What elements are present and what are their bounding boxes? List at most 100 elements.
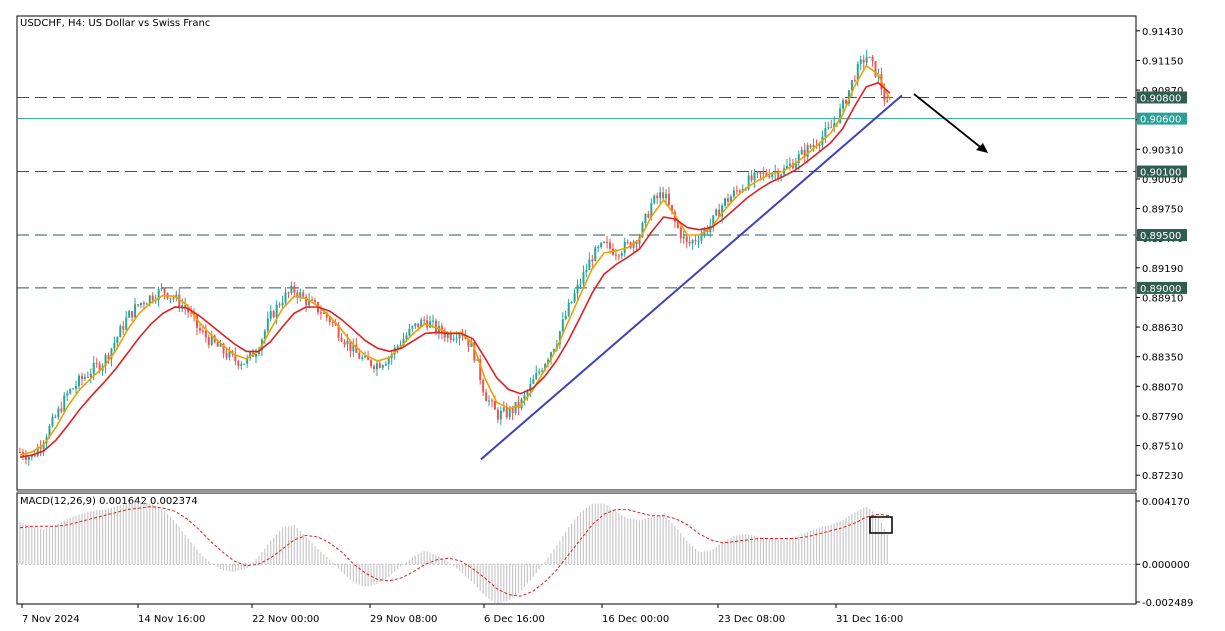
candle [314, 297, 316, 304]
candle-body [609, 242, 611, 249]
candle-body [48, 425, 51, 438]
x-tick-label: 23 Dec 08:00 [718, 614, 785, 625]
candle-body [275, 304, 278, 318]
y-tick-label: 0.89750 [1142, 205, 1183, 216]
candle [514, 402, 517, 416]
candle-body [839, 108, 842, 123]
candle-body [653, 195, 656, 204]
candle [246, 354, 249, 368]
candle [204, 324, 207, 343]
candle-body [856, 63, 859, 81]
candle [184, 297, 187, 315]
candle-body [54, 416, 57, 418]
candle-body [626, 241, 629, 243]
candle [632, 239, 635, 253]
candle [523, 390, 526, 406]
candle [647, 210, 650, 219]
x-tick-label: 14 Nov 16:00 [138, 614, 205, 625]
candle [809, 143, 812, 149]
candle-body [184, 305, 187, 309]
candle [278, 301, 281, 308]
candle-body [845, 100, 847, 104]
candle [19, 447, 21, 453]
candle-body [125, 317, 128, 330]
candle [505, 402, 508, 420]
candle-body [27, 456, 30, 460]
candle [623, 237, 626, 257]
candle [24, 449, 27, 465]
candle-body [370, 360, 373, 367]
candle-body [797, 154, 800, 163]
candle [727, 193, 729, 206]
ma-fast-line [19, 64, 891, 456]
candle-body [479, 359, 482, 381]
candle [573, 288, 576, 304]
candle [125, 311, 128, 332]
candle-body [98, 363, 101, 371]
trend-line [480, 94, 903, 461]
level-tag-label: 0.89000 [1140, 284, 1181, 295]
candle-body [86, 376, 89, 378]
candle [210, 330, 213, 346]
candle-body [682, 236, 685, 239]
candle-body [204, 330, 207, 338]
candle-body [263, 330, 266, 340]
candle-body [151, 295, 154, 301]
candle [411, 325, 414, 333]
candle-body [414, 323, 417, 327]
level-tag-label: 0.90600 [1140, 115, 1181, 126]
candle [305, 293, 308, 313]
candle-body [523, 394, 526, 400]
candle-body [163, 288, 166, 293]
candle-body [367, 355, 370, 361]
candle [134, 298, 137, 319]
candle [390, 350, 393, 365]
arrow-head [976, 143, 988, 153]
candle-body [824, 128, 827, 137]
candle-body [396, 346, 399, 348]
level-tag: 0.90800 [1137, 91, 1187, 104]
candle [532, 374, 535, 385]
level-tag-bg [1137, 91, 1187, 104]
candle-body [116, 337, 119, 344]
y-tick-label: 0.90310 [1142, 145, 1183, 156]
candle-body [756, 172, 759, 174]
chart-title: USDCHF, H4: US Dollar vs Swiss Franc [20, 18, 211, 29]
ma-slow-line [19, 81, 891, 458]
candle-body [673, 211, 676, 222]
candle [859, 55, 862, 71]
candle-body [255, 353, 257, 357]
candle-body [281, 302, 284, 306]
candle [137, 303, 139, 308]
candle-body [738, 190, 741, 192]
candle [240, 361, 243, 370]
candle-body [485, 392, 488, 402]
candle [653, 194, 656, 205]
candle [467, 338, 470, 353]
candle-body [80, 375, 83, 379]
candle-body [346, 340, 349, 345]
candle-body [24, 456, 27, 460]
candle-body [375, 363, 378, 370]
candle-body [721, 205, 724, 217]
level-tag: 0.90100 [1137, 165, 1187, 179]
candle-body [319, 312, 322, 314]
y-tick-label: 0.89190 [1142, 264, 1183, 275]
candle [420, 317, 423, 328]
candle-body [597, 247, 600, 249]
candle-body [405, 335, 408, 340]
candle-body [290, 286, 293, 293]
y-tick-label: 0.91150 [1142, 56, 1183, 67]
candle-body [786, 165, 788, 169]
candle [499, 406, 502, 426]
candle [83, 373, 86, 381]
candle-body [169, 297, 172, 299]
y-tick-label: 0.87230 [1142, 471, 1183, 482]
candle-body [420, 319, 423, 328]
candle-body [771, 173, 774, 178]
candle-body [219, 343, 222, 347]
candle-body [712, 215, 715, 226]
candle [361, 354, 364, 361]
candle [423, 316, 426, 325]
candle [287, 291, 290, 299]
